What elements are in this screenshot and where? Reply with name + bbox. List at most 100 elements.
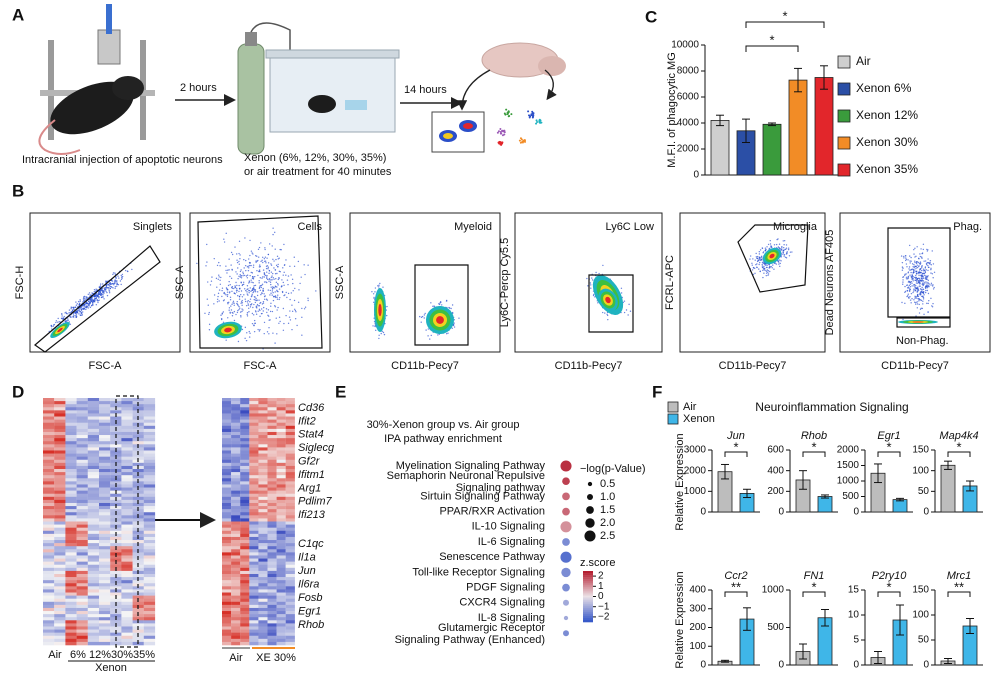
heatmap-cell: [231, 401, 241, 405]
heatmap-cell: [240, 549, 250, 553]
heatmap-cell: [267, 586, 277, 590]
legend-label: Air: [856, 54, 871, 68]
event-dot: [262, 261, 264, 264]
heatmap-cell: [54, 438, 66, 442]
heatmap-cell: [285, 567, 295, 572]
event-dot: [927, 281, 929, 284]
heatmap-cell: [222, 478, 232, 482]
heatmap-cell: [76, 518, 88, 522]
event-dot: [272, 332, 274, 334]
event-dot: [606, 313, 608, 316]
event-dot: [270, 279, 272, 281]
heatmap-cell: [258, 583, 268, 587]
event-dot: [906, 290, 909, 292]
heatmap-cell: [276, 632, 286, 637]
event-dot: [114, 279, 116, 281]
event-dot: [926, 287, 929, 289]
heatmap-cell: [267, 435, 277, 439]
event-dot: [236, 287, 238, 290]
heatmap-cell: [99, 456, 111, 461]
event-dot: [922, 248, 925, 251]
heatmap-cell: [132, 475, 144, 479]
event-dot: [68, 312, 70, 314]
heatmap-cell: [222, 512, 232, 516]
heatmap-cell: [267, 592, 277, 596]
colorbar-step: [583, 577, 593, 580]
significance-bracket: [877, 591, 901, 597]
heatmap-cell: [258, 475, 268, 479]
heatmap-cell: [258, 425, 268, 430]
heatmap-cell: [65, 617, 77, 621]
bar: [940, 464, 956, 513]
event-dot: [925, 277, 927, 279]
event-dot: [269, 289, 271, 292]
event-dot: [274, 285, 277, 287]
heatmap-cell: [240, 629, 250, 633]
heatmap-cell: [285, 493, 295, 498]
event-dot: [83, 296, 85, 298]
event-dot: [916, 282, 919, 284]
heatmap-cell: [121, 552, 133, 556]
heatmap-cell: [43, 515, 55, 519]
event-dot: [69, 323, 72, 325]
event-dot: [268, 243, 271, 245]
y-tick-label: 150: [912, 445, 929, 456]
event-dot: [291, 278, 294, 281]
heatmap-cell: [143, 546, 156, 550]
heatmap-cell: [267, 533, 277, 538]
event-dot: [95, 290, 97, 292]
heatmap-cell: [231, 459, 241, 464]
heatmap-cell: [267, 632, 277, 637]
heatmap-cell: [267, 410, 277, 414]
event-dot: [242, 283, 245, 286]
event-dot: [113, 282, 115, 285]
heatmap-cell: [267, 567, 277, 572]
heatmap-cell: [87, 530, 100, 535]
event-dot: [244, 337, 246, 340]
event-dot: [915, 277, 917, 280]
heatmap-cell: [267, 496, 277, 501]
heatmap-cell: [121, 530, 133, 535]
event-dot: [930, 297, 932, 300]
heatmap-cell: [43, 484, 55, 488]
event-dot: [791, 251, 793, 253]
event-dot: [761, 265, 764, 267]
y-axis-label: FCRL-APC: [664, 255, 676, 310]
heatmap-cell: [267, 481, 277, 485]
heatmap-cell: [249, 401, 259, 405]
gene-title: Rhob: [801, 430, 827, 442]
event-dot: [88, 300, 90, 303]
heatmap-cell: [54, 447, 66, 451]
colorbar-step: [583, 617, 593, 621]
heatmap-cell: [222, 438, 232, 442]
heatmap-cell: [121, 567, 133, 572]
heatmap-cell: [76, 543, 88, 547]
event-dot: [910, 256, 912, 259]
event-dot: [781, 248, 783, 250]
event-dot: [238, 275, 240, 278]
heatmap-cell: [249, 595, 259, 599]
heatmap-cell: [43, 601, 55, 606]
heatmap-cell: [267, 472, 277, 476]
event-dot: [925, 285, 928, 288]
event-dot: [911, 263, 914, 265]
heatmap-cell: [87, 401, 100, 405]
gene-label: Ifit2: [298, 415, 316, 427]
heatmap-cell: [240, 635, 250, 640]
heatmap-cell: [249, 589, 259, 593]
heatmap-cell: [276, 469, 286, 473]
heatmap-cell: [121, 558, 133, 562]
heatmap-cell: [231, 444, 241, 448]
event-dot: [919, 308, 922, 310]
event-dot: [922, 288, 924, 291]
heatmap-cell: [285, 586, 295, 590]
event-dot: [763, 267, 765, 270]
event-dot: [905, 278, 908, 280]
event-dot: [918, 262, 921, 265]
event-dot: [932, 302, 934, 305]
event-dot: [249, 287, 251, 289]
event-dot: [225, 294, 227, 296]
heatmap-cell: [222, 570, 232, 575]
heatmap-cell: [99, 401, 111, 405]
heatmap-cell: [267, 611, 277, 615]
